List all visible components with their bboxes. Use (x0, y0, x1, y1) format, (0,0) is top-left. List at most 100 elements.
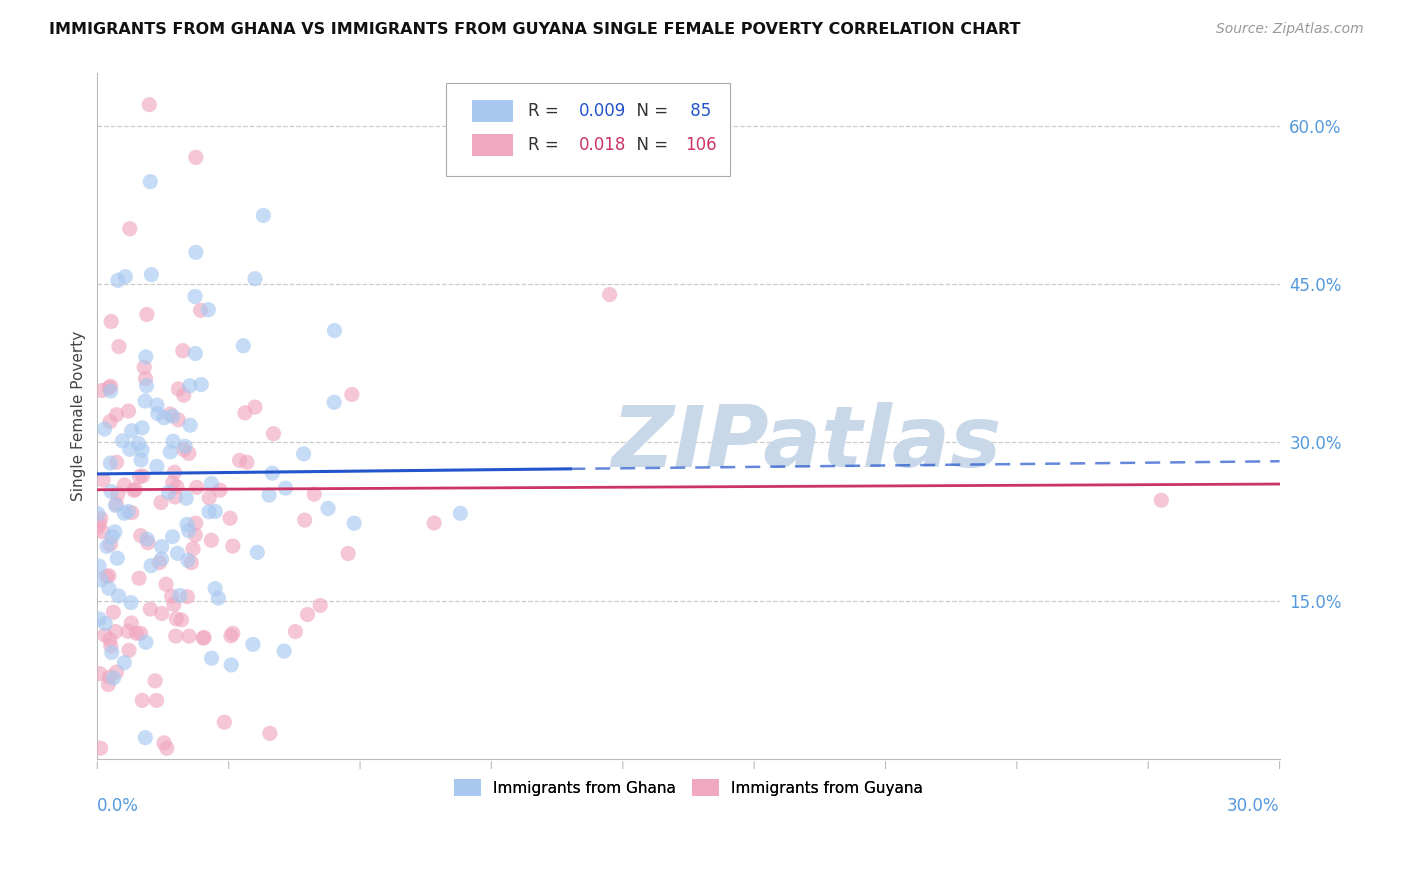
Point (294, 513, 316, 527)
Point (243, 400, 266, 414)
Point (165, 612, 187, 626)
Point (219, 657, 242, 672)
Point (96, 569, 118, 583)
Point (138, 97, 160, 112)
Point (284, 624, 307, 639)
Point (98, 670, 121, 684)
Point (118, 221, 141, 235)
Point (1150, 493, 1173, 508)
Point (129, 528, 152, 542)
Point (166, 480, 188, 494)
Point (125, 626, 148, 640)
Point (172, 343, 194, 358)
Point (117, 624, 139, 639)
Text: 30.0%: 30.0% (1227, 797, 1279, 814)
Point (100, 314, 122, 328)
Point (219, 629, 242, 643)
Point (162, 530, 184, 544)
Y-axis label: Single Female Poverty: Single Female Poverty (72, 331, 86, 501)
Point (177, 629, 200, 643)
Point (309, 599, 332, 613)
Point (150, 540, 173, 554)
Point (105, 665, 128, 679)
Point (252, 209, 274, 223)
Point (150, 552, 173, 566)
Point (176, 590, 198, 604)
Point (86, 521, 108, 535)
Point (323, 395, 346, 409)
Point (423, 516, 446, 530)
Text: R =: R = (527, 136, 564, 154)
Point (184, 289, 207, 303)
Point (184, 516, 207, 530)
Text: 0.018: 0.018 (578, 136, 626, 154)
Point (222, 539, 245, 553)
Point (107, 487, 129, 501)
Point (105, 497, 128, 511)
Point (112, 506, 135, 520)
Point (177, 524, 200, 538)
Point (163, 598, 186, 612)
Point (228, 453, 250, 467)
Text: 0.0%: 0.0% (97, 797, 139, 814)
Point (262, 466, 284, 480)
Point (162, 475, 184, 490)
Point (214, 715, 236, 730)
Point (124, 483, 146, 497)
Point (104, 524, 127, 539)
Point (89, 666, 111, 681)
Point (146, 459, 169, 474)
Point (200, 533, 222, 548)
FancyBboxPatch shape (446, 83, 730, 176)
Point (242, 637, 264, 651)
Point (89, 612, 111, 626)
Legend: Immigrants from Ghana, Immigrants from Guyana: Immigrants from Ghana, Immigrants from G… (447, 772, 929, 803)
Text: IMMIGRANTS FROM GHANA VS IMMIGRANTS FROM GUYANA SINGLE FEMALE POVERTY CORRELATIO: IMMIGRANTS FROM GHANA VS IMMIGRANTS FROM… (49, 22, 1021, 37)
Point (129, 626, 152, 640)
Point (96, 540, 118, 554)
Point (146, 407, 169, 421)
Point (104, 499, 127, 513)
Point (150, 495, 173, 509)
Point (184, 528, 207, 542)
Point (134, 731, 156, 745)
Point (219, 511, 242, 525)
Text: R =: R = (527, 102, 564, 120)
Point (146, 398, 169, 412)
Point (97, 582, 120, 596)
Point (105, 408, 128, 422)
Point (122, 483, 145, 498)
Point (104, 624, 127, 639)
Point (243, 271, 266, 285)
Point (153, 736, 176, 750)
Point (100, 456, 122, 470)
FancyBboxPatch shape (472, 100, 513, 121)
Point (160, 589, 183, 603)
Text: N =: N = (626, 102, 673, 120)
Point (246, 545, 269, 559)
Point (204, 582, 226, 596)
Text: Source: ZipAtlas.com: Source: ZipAtlas.com (1216, 22, 1364, 37)
Point (128, 571, 150, 585)
Point (98, 381, 121, 395)
Point (89, 559, 111, 574)
Point (222, 626, 245, 640)
Point (179, 378, 201, 392)
Point (179, 418, 201, 433)
Point (94, 616, 117, 631)
Point (93, 422, 115, 436)
Point (162, 409, 184, 424)
Point (173, 442, 195, 457)
Point (89, 516, 111, 531)
Point (343, 516, 366, 531)
Point (91, 473, 114, 487)
Point (91, 524, 114, 539)
Text: 106: 106 (685, 136, 717, 154)
Point (108, 340, 131, 354)
Point (150, 607, 173, 621)
Point (90, 741, 112, 756)
Point (157, 485, 180, 500)
Point (139, 175, 162, 189)
Point (121, 506, 143, 520)
Point (186, 480, 208, 494)
